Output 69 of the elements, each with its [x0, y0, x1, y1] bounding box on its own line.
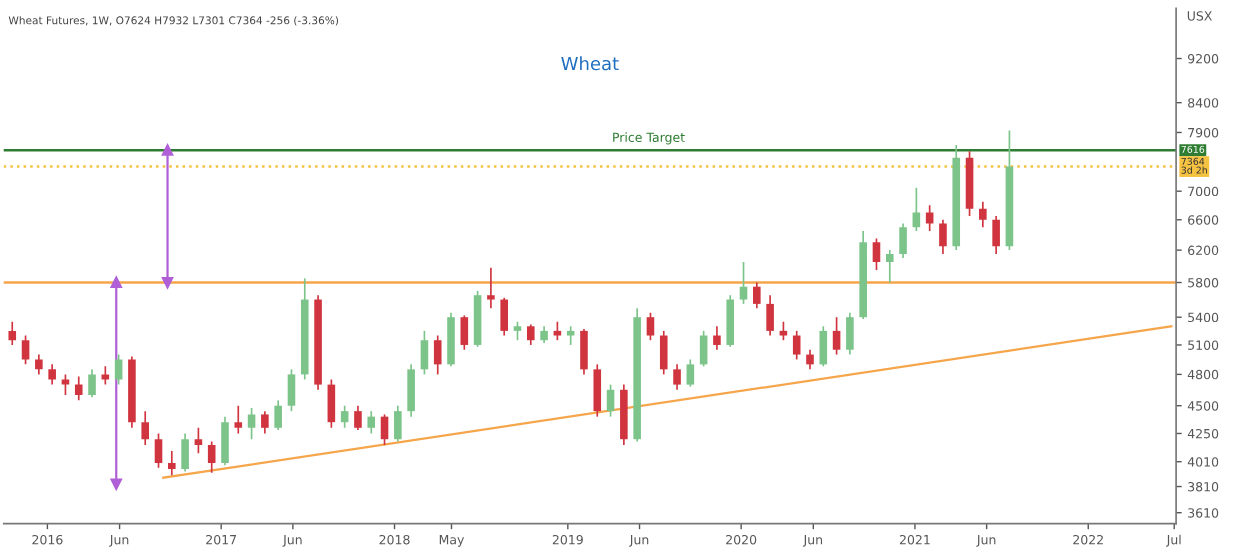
candlestick — [141, 410, 150, 446]
candlestick — [407, 363, 415, 418]
candlestick — [247, 407, 256, 441]
candlestick — [979, 200, 987, 229]
candlestick — [88, 368, 96, 399]
candlestick — [48, 363, 56, 386]
candlestick — [207, 440, 216, 474]
candlestick — [606, 383, 615, 418]
candlestick — [261, 410, 269, 435]
candlestick — [553, 320, 562, 342]
text: Wheat — [561, 56, 619, 71]
candlestick — [992, 215, 1000, 255]
candlestick — [420, 330, 429, 376]
candlestick — [380, 413, 389, 446]
candlestick — [287, 368, 296, 412]
candlestick — [899, 222, 907, 259]
candlestick — [646, 311, 655, 342]
candlestick — [74, 375, 83, 402]
candlestick — [872, 237, 881, 271]
candlestick — [394, 404, 402, 443]
candlestick — [234, 404, 243, 435]
candlestick — [181, 432, 189, 473]
candlestick — [673, 363, 681, 391]
candlestick — [487, 266, 495, 310]
candlestick — [593, 363, 602, 418]
candlestick — [513, 320, 522, 342]
candlestick — [659, 330, 668, 376]
candlestick — [792, 330, 801, 361]
candlestick — [354, 404, 362, 431]
candlestick — [447, 311, 455, 368]
candlestick — [35, 353, 43, 376]
candlestick — [367, 410, 376, 435]
candlestick — [154, 432, 163, 469]
candlestick — [460, 314, 469, 351]
candlestick — [939, 218, 947, 255]
candlestick — [739, 261, 748, 305]
point — [110, 276, 122, 289]
point — [161, 276, 174, 289]
candlestick — [274, 399, 282, 431]
candlestick — [766, 294, 774, 337]
candlestick — [526, 323, 535, 346]
candlestick — [566, 325, 575, 346]
candlestick — [912, 186, 921, 232]
candlestick — [340, 404, 349, 429]
candlestick — [726, 294, 735, 348]
candlestick — [713, 325, 721, 351]
candlestick — [779, 320, 788, 342]
candlestick — [101, 365, 110, 386]
candlestick — [194, 426, 203, 455]
candlestick — [500, 296, 508, 337]
candlestick — [114, 353, 123, 386]
candlestick — [61, 373, 70, 396]
candlestick — [8, 320, 17, 346]
candlestick — [832, 316, 841, 356]
point — [161, 144, 174, 156]
candlestick — [753, 281, 761, 310]
candlestick — [433, 334, 442, 376]
candlestick — [168, 450, 176, 477]
candlestick — [580, 328, 588, 376]
candlestick — [846, 311, 854, 356]
candlestick — [327, 378, 336, 429]
candlestick — [819, 325, 828, 368]
candlestick — [21, 334, 30, 366]
point — [110, 478, 122, 490]
candlestick — [925, 204, 934, 232]
candlestick — [686, 358, 695, 388]
candlestick — [221, 415, 229, 467]
candlestick — [806, 348, 814, 371]
candlestick — [885, 249, 894, 284]
